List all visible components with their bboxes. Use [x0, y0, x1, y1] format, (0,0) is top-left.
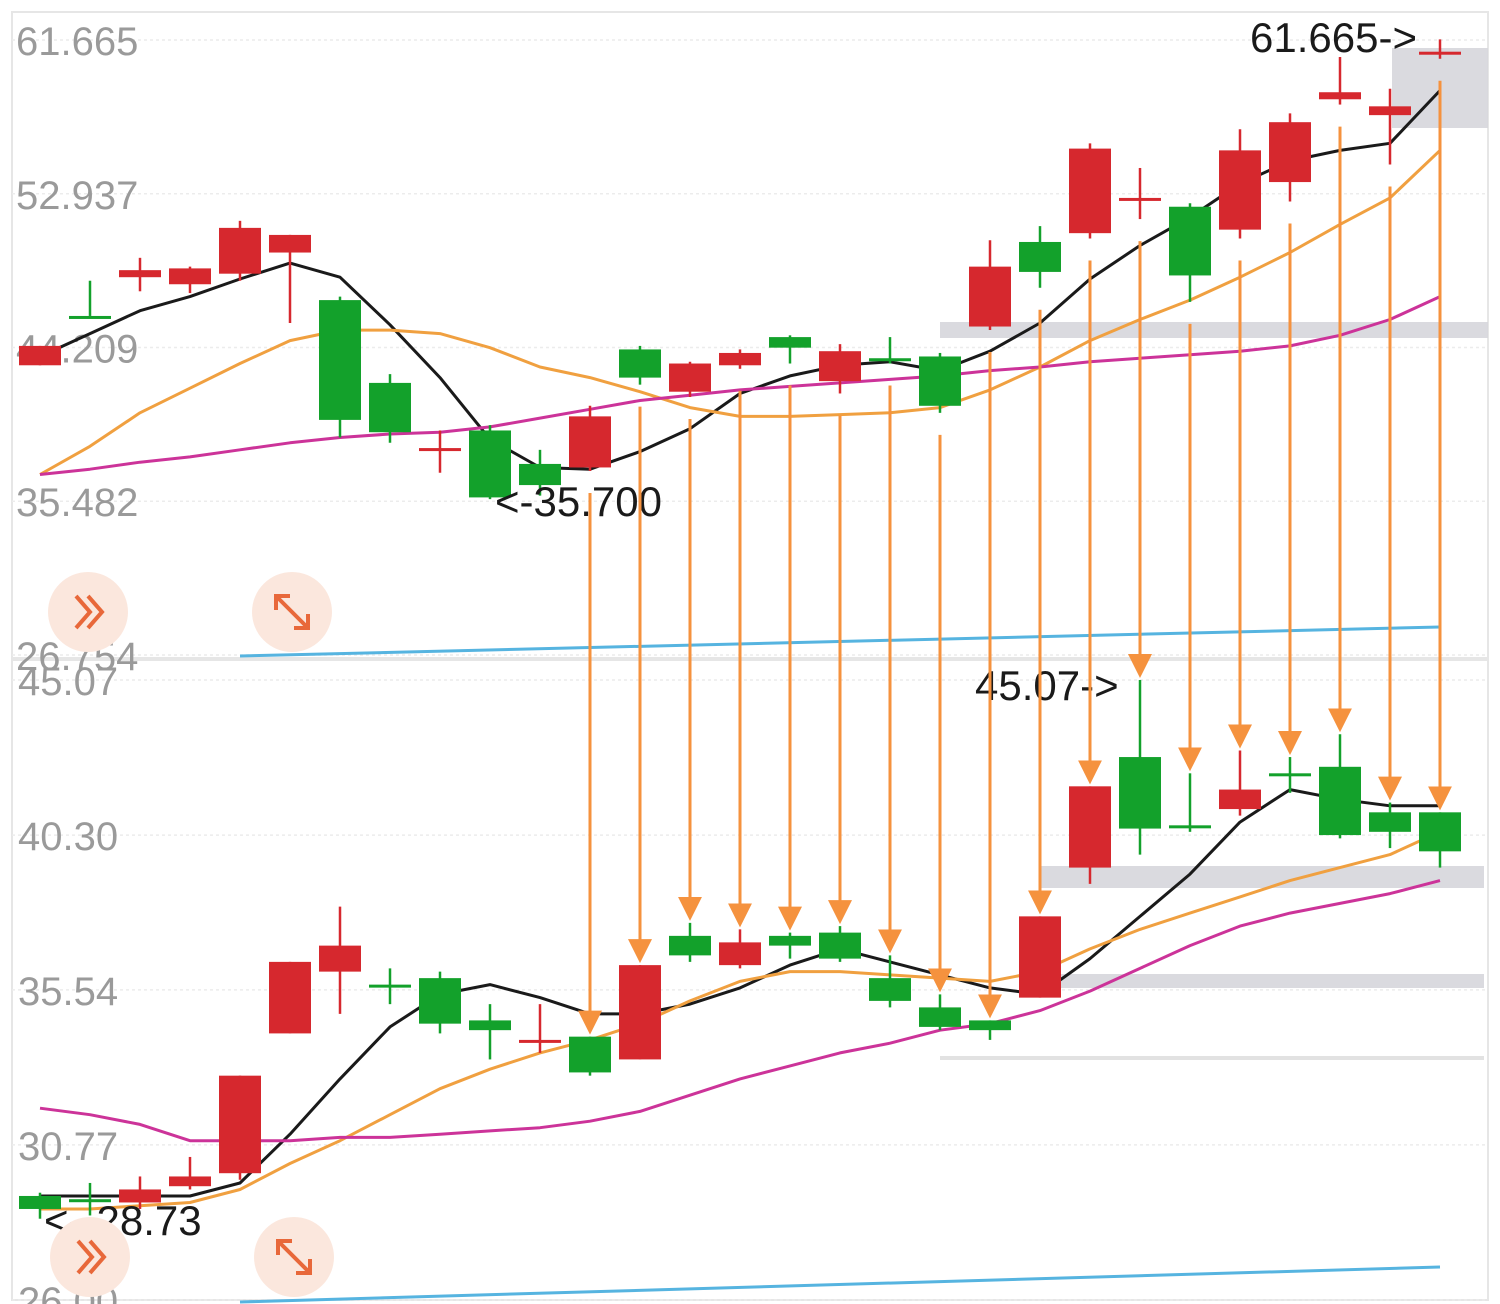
- y-tick-label: 30.77: [18, 1125, 118, 1169]
- moving-average-line: [40, 830, 1441, 1211]
- candle-body: [519, 463, 561, 486]
- moving-average-line: [39, 295, 1441, 476]
- candle-body: [119, 270, 161, 278]
- y-tick-label: 35.54: [18, 970, 118, 1014]
- candle-body: [1169, 825, 1211, 829]
- candle-body: [319, 300, 361, 420]
- candle-body: [569, 1036, 611, 1073]
- candle-body: [169, 1176, 211, 1187]
- candle-body: [819, 932, 861, 959]
- candle-body: [519, 1039, 561, 1043]
- low-price-marker: <-35.700: [495, 478, 662, 525]
- candle-body: [1019, 916, 1061, 998]
- high-price-marker: 45.07->: [975, 662, 1119, 709]
- candle-body: [369, 984, 411, 988]
- candle-body: [1069, 786, 1111, 868]
- candle-body: [769, 337, 811, 348]
- candle-body: [469, 430, 511, 498]
- candle-body: [169, 268, 211, 285]
- candle-body: [769, 935, 811, 946]
- fullscreen-button-bottom[interactable]: [254, 1217, 334, 1297]
- candle-body: [219, 227, 261, 274]
- candle-body: [319, 945, 361, 972]
- candle-body: [369, 382, 411, 433]
- fullscreen-button-top[interactable]: [252, 572, 332, 652]
- moving-average-line: [39, 879, 1441, 1143]
- candle-body: [1319, 92, 1361, 100]
- double-chevron-right-icon: [74, 594, 105, 630]
- candle-body: [69, 315, 111, 319]
- y-tick-label: 52.937: [16, 174, 138, 218]
- candle-body: [1369, 812, 1411, 832]
- candle-body: [19, 345, 61, 366]
- collapse-panel-button-top[interactable]: [48, 572, 128, 652]
- y-tick-label: 45.07: [18, 660, 118, 704]
- divider-bottom: [940, 1056, 1484, 1060]
- candle-body: [1119, 197, 1161, 201]
- candle-body: [219, 1075, 261, 1174]
- candle-body: [1419, 812, 1461, 852]
- diagonal-expand-icon: [274, 594, 310, 630]
- diagonal-expand-icon: [276, 1239, 312, 1275]
- candle-body: [919, 356, 961, 406]
- moving-average-line: [40, 788, 1440, 1198]
- candle-body: [19, 1195, 61, 1209]
- y-tick-label: 40.30: [18, 815, 118, 859]
- candle-body: [1369, 106, 1411, 116]
- support-zone-bottom-lower: [1040, 974, 1484, 988]
- support-zone-bottom-upper: [1040, 866, 1484, 888]
- candle-body: [969, 266, 1011, 327]
- candle-body: [1269, 122, 1311, 183]
- candle-body: [619, 349, 661, 378]
- candle-body: [419, 448, 461, 452]
- support-zone-top: [940, 322, 1488, 338]
- candle-body: [719, 942, 761, 966]
- candle-body: [1219, 789, 1261, 810]
- y-tick-label: 61.665: [16, 20, 138, 64]
- collapse-panel-button-bottom[interactable]: [50, 1217, 130, 1297]
- candle-body: [1219, 150, 1261, 230]
- candle-body: [719, 352, 761, 366]
- candle-body: [1419, 51, 1461, 55]
- candle-body: [1119, 757, 1161, 829]
- candle-body: [569, 416, 611, 468]
- candle-body: [1269, 773, 1311, 777]
- candle-body: [969, 1020, 1011, 1031]
- candle-body: [619, 965, 661, 1060]
- candle-body: [1169, 206, 1211, 276]
- candle-body: [269, 234, 311, 253]
- candle-body: [669, 935, 711, 956]
- candle-body: [869, 978, 911, 1001]
- candle-body: [419, 978, 461, 1024]
- candle-body: [669, 363, 711, 392]
- candle-body: [69, 1199, 111, 1203]
- candle-body: [1319, 766, 1361, 836]
- baseline-line: [239, 1265, 1441, 1304]
- candle-body: [1069, 148, 1111, 234]
- double-chevron-right-icon: [76, 1239, 107, 1275]
- candle-body: [1019, 241, 1061, 272]
- y-tick-label: 35.482: [16, 481, 138, 525]
- candle-body: [869, 358, 911, 362]
- candle-body: [819, 351, 861, 382]
- candle-body: [919, 1007, 961, 1027]
- high-price-marker: 61.665->: [1250, 14, 1417, 61]
- candle-body: [469, 1020, 511, 1031]
- candle-body: [119, 1189, 161, 1203]
- candle-body: [269, 961, 311, 1034]
